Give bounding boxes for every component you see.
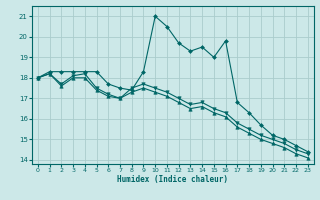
X-axis label: Humidex (Indice chaleur): Humidex (Indice chaleur)	[117, 175, 228, 184]
